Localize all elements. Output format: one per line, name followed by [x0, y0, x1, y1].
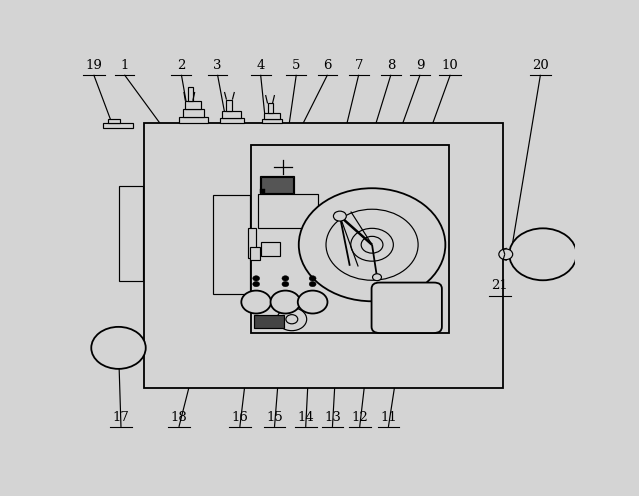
Text: 21: 21: [491, 279, 508, 293]
Circle shape: [277, 308, 307, 331]
FancyBboxPatch shape: [371, 283, 442, 333]
Circle shape: [394, 298, 419, 317]
Text: 13: 13: [324, 411, 341, 424]
Text: 8: 8: [387, 59, 395, 72]
Circle shape: [509, 228, 576, 280]
Bar: [259, 189, 265, 193]
Bar: [108, 119, 121, 123]
Circle shape: [282, 276, 289, 281]
Text: 3: 3: [213, 59, 222, 72]
Circle shape: [361, 237, 383, 253]
Bar: [188, 87, 193, 101]
Text: 5: 5: [292, 59, 300, 72]
Circle shape: [286, 314, 298, 324]
Bar: [259, 177, 295, 194]
Bar: [261, 242, 281, 256]
Text: 10: 10: [442, 59, 459, 72]
Bar: [222, 111, 242, 118]
Circle shape: [242, 291, 271, 313]
Circle shape: [270, 291, 300, 313]
Text: 1: 1: [120, 59, 128, 72]
Bar: [268, 104, 272, 113]
Bar: [262, 119, 282, 123]
Circle shape: [298, 291, 328, 313]
Circle shape: [299, 188, 445, 301]
Bar: [185, 101, 201, 109]
Bar: [179, 117, 208, 123]
Circle shape: [351, 228, 394, 261]
Bar: [213, 195, 250, 295]
Bar: [258, 194, 318, 228]
Bar: [103, 123, 133, 127]
Text: 11: 11: [380, 411, 397, 424]
Bar: [226, 100, 233, 111]
Bar: [264, 113, 280, 119]
Text: 17: 17: [112, 411, 130, 424]
Circle shape: [252, 281, 259, 287]
Circle shape: [334, 211, 346, 221]
Text: 16: 16: [231, 411, 249, 424]
Text: 6: 6: [323, 59, 332, 72]
Text: 19: 19: [85, 59, 102, 72]
Bar: [144, 123, 504, 388]
Bar: [250, 247, 259, 260]
Text: 12: 12: [351, 411, 368, 424]
Text: 4: 4: [256, 59, 265, 72]
Text: 9: 9: [416, 59, 424, 72]
Text: 7: 7: [355, 59, 363, 72]
Circle shape: [373, 274, 381, 281]
Text: 18: 18: [171, 411, 187, 424]
Circle shape: [309, 281, 316, 287]
Text: 14: 14: [297, 411, 314, 424]
Circle shape: [91, 327, 146, 369]
Bar: [119, 186, 143, 281]
Text: 2: 2: [177, 59, 185, 72]
Bar: [220, 118, 244, 123]
Circle shape: [309, 276, 316, 281]
Circle shape: [252, 276, 259, 281]
Bar: [183, 109, 204, 117]
Bar: [250, 145, 449, 333]
Circle shape: [282, 281, 289, 287]
Circle shape: [499, 249, 512, 259]
Text: 15: 15: [266, 411, 283, 424]
Bar: [261, 177, 293, 193]
Bar: [249, 228, 256, 258]
Text: 20: 20: [532, 59, 549, 72]
Bar: [254, 315, 284, 328]
Circle shape: [326, 209, 418, 280]
